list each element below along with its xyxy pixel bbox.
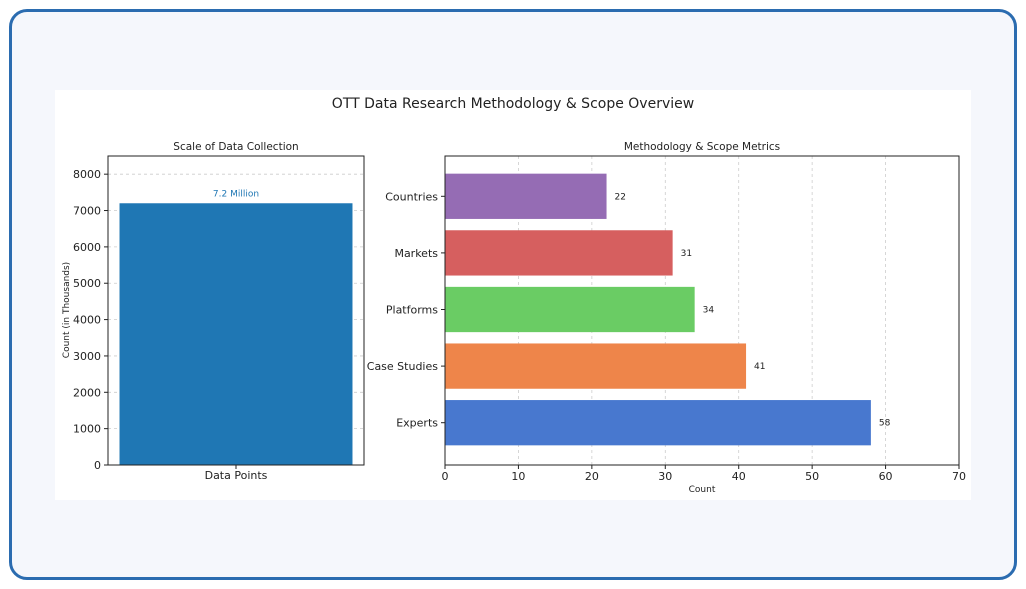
metrics-chart-xtick-label: 60	[879, 470, 893, 483]
scale-chart-ytick-label: 8000	[73, 168, 101, 181]
metrics-chart: Methodology & Scope Metrics Count 58 41 34…	[367, 141, 966, 495]
metrics-chart-data-label: 31	[681, 249, 692, 259]
metrics-chart-bar	[445, 400, 871, 446]
scale-chart-ytick-label: 5000	[73, 277, 101, 290]
metrics-chart-xtick-label: 20	[585, 470, 599, 483]
metrics-chart-ytick-label: Case Studies	[367, 360, 438, 373]
metrics-chart-xtick-label: 40	[732, 470, 746, 483]
scale-chart-xtick-label: Data Points	[205, 469, 268, 482]
metrics-chart-data-label: 22	[615, 192, 626, 202]
metrics-chart-data-label: 41	[754, 362, 765, 372]
metrics-chart-bar	[445, 343, 747, 389]
scale-chart-ytick-label: 4000	[73, 314, 101, 327]
scale-chart-title: Scale of Data Collection	[173, 141, 298, 153]
metrics-chart-title: Methodology & Scope Metrics	[624, 141, 780, 153]
scale-chart-data-label: 7.2 Million	[213, 189, 259, 199]
scale-chart-ytick-label: 2000	[73, 386, 101, 399]
scale-chart-ytick-label: 6000	[73, 241, 101, 254]
metrics-chart-ytick-label: Platforms	[386, 304, 438, 317]
metrics-chart-ytick-label: Markets	[394, 247, 438, 260]
scale-chart-ylabel: Count (in Thousands)	[62, 262, 72, 358]
scale-chart-ytick-label: 1000	[73, 423, 101, 436]
metrics-chart-bar	[445, 173, 607, 219]
metrics-chart-frame	[444, 155, 960, 466]
scale-chart-ytick-label: 7000	[73, 205, 101, 218]
metrics-chart-ytick-label: Countries	[385, 190, 438, 203]
metrics-chart-xtick-label: 0	[442, 470, 449, 483]
metrics-chart-xlabel: Count	[689, 485, 716, 495]
metrics-chart-xtick-label: 50	[805, 470, 819, 483]
figure-title: OTT Data Research Methodology & Scope Ov…	[332, 96, 694, 112]
metrics-chart-ytick-label: Experts	[396, 417, 438, 430]
scale-chart-ytick-label: 0	[94, 459, 101, 472]
metrics-chart-bar	[445, 286, 695, 333]
scale-chart: Scale of Data Collection Count (in Thous…	[62, 141, 365, 482]
metrics-chart-data-label: 58	[879, 419, 891, 429]
metrics-chart-xtick-label: 30	[658, 470, 672, 483]
metrics-chart-xtick-label: 70	[952, 470, 966, 483]
metrics-chart-data-label: 34	[703, 306, 715, 316]
metrics-chart-xtick-label: 10	[511, 470, 525, 483]
scale-chart-ytick-label: 3000	[73, 350, 101, 363]
metrics-chart-bar	[445, 230, 673, 276]
scale-chart-frame	[107, 155, 365, 466]
scale-chart-bar	[119, 203, 353, 465]
